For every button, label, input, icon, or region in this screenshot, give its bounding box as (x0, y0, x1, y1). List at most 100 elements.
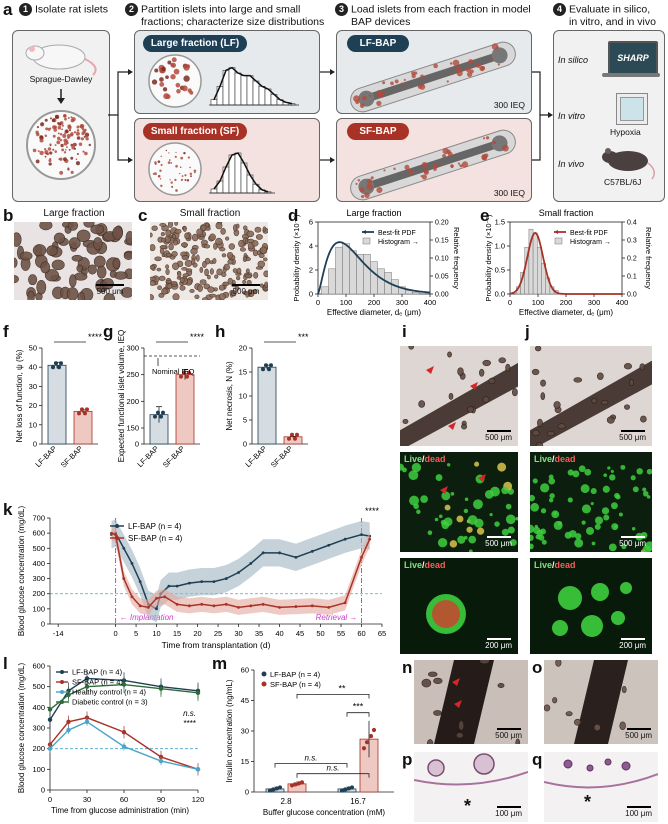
panel-q-histology: * 100 μm (544, 752, 658, 822)
hypoxia-label: Hypoxia (610, 127, 641, 137)
panel-i-live-dead-label: Live/dead (404, 454, 446, 464)
islet-blob (189, 289, 195, 293)
fluorescent-islet (456, 515, 464, 523)
series-point (224, 577, 228, 580)
islet-blob (14, 232, 22, 247)
red-arrowhead-icon (454, 700, 462, 708)
data-point (349, 785, 355, 790)
islet-blob (242, 290, 248, 296)
islet-blob (402, 418, 409, 425)
islet-blob (235, 275, 241, 281)
islet-blob (14, 257, 18, 268)
islet-blob (591, 398, 598, 404)
ytick-label: 20 (29, 401, 37, 410)
islet-dot (58, 122, 62, 126)
islet-dot (68, 148, 71, 151)
islet-blob (123, 251, 132, 260)
islet-blob (601, 399, 609, 406)
panel-i-scale3-label: 200 μm (485, 641, 512, 650)
legend-marker (60, 680, 64, 684)
lf-bap-box: LF-BAP 300 IEQ (336, 30, 532, 114)
panel-letter-g: g (103, 322, 114, 341)
data-point (261, 367, 265, 372)
device-fiber (434, 660, 494, 744)
data-point (185, 374, 189, 379)
panel-letter-d: d (288, 206, 299, 225)
islet-blob (44, 269, 59, 282)
sharp-label: SHARP (617, 53, 649, 63)
device-islet-dot (411, 73, 416, 79)
islet-dot (70, 118, 75, 123)
fluorescent-islet (473, 499, 483, 510)
islet-blob (158, 275, 166, 282)
panel-f-chart: 0 10 20 30 40 50 LF-BAP SF-BAP **** Net loss of f… (15, 332, 103, 470)
panel-q-scalebar: 100 μm (625, 806, 652, 818)
islet-dot (70, 132, 74, 136)
islet-dot (57, 136, 61, 141)
data-point (54, 361, 58, 366)
fluorescent-islet (463, 535, 468, 540)
series-point (249, 562, 253, 565)
islet-dot (39, 150, 44, 156)
data-point (264, 363, 268, 368)
islet-blob (174, 222, 179, 226)
fluorescent-islet (581, 520, 586, 525)
islet-blob (555, 660, 562, 667)
retrieval-label: Retrieval → (316, 613, 358, 622)
fluorescent-islet (636, 468, 643, 475)
islet-dot (76, 125, 80, 129)
device-fiber (574, 660, 628, 744)
fluorescent-islet (642, 490, 649, 497)
islet-blob (433, 710, 442, 716)
islet-dot (189, 166, 191, 169)
islet-dot (154, 161, 157, 164)
fluorescent-islet (501, 528, 509, 536)
histology-islet (604, 758, 612, 766)
x-axis-label: Time from glucose administration (min) (51, 806, 189, 815)
series-point (114, 533, 117, 537)
panel-letter-e: e (480, 206, 490, 225)
islet-dot (70, 116, 73, 119)
lf-histogram-icon (209, 66, 299, 106)
islet-dot (49, 151, 53, 155)
islet-blob (255, 234, 263, 240)
ytick-label: 0 (135, 440, 139, 449)
islet-blob (150, 294, 155, 300)
y-axis-label: Insulin concentration (ng/mL) (225, 679, 234, 783)
fluorescent-islet (408, 470, 419, 481)
islet-blob (180, 242, 189, 248)
series-point (195, 767, 201, 772)
ytick-label: 0.0 (495, 290, 505, 299)
legend-arrow-icon (362, 230, 366, 234)
ytick-label: 2 (309, 266, 313, 275)
series-point (163, 595, 167, 599)
tissue-border (414, 771, 528, 786)
islet-dot (79, 124, 84, 129)
device-islet-dot (465, 66, 471, 73)
panel-letter-c: c (138, 206, 148, 225)
fluorescent-islet (614, 492, 620, 499)
islet-dot (37, 150, 40, 153)
y-axis-label: Blood glucose concentration (mg/dL) (17, 663, 26, 794)
necrotic-core (432, 600, 460, 628)
series-line-0 (49, 677, 199, 721)
islet-dot (63, 151, 67, 154)
panel-j-live-dead-zoom: Live/dead 200 μm (530, 558, 652, 654)
device-islet-dot (442, 154, 447, 158)
histology-islet (473, 753, 495, 775)
series-point (200, 580, 204, 583)
islet-dot (35, 130, 39, 135)
step-number-1: 1 (19, 3, 32, 16)
small-islet (552, 620, 568, 636)
islet-dot (184, 178, 187, 182)
device-islet-dot (451, 72, 454, 75)
data-point (292, 782, 298, 787)
islet-blob (537, 418, 543, 428)
fluorescent-islet (434, 517, 439, 522)
fluorescent-islet (484, 490, 494, 499)
ytick-label: 400 (32, 559, 45, 568)
islet-dot (165, 149, 168, 152)
islet-dot (162, 87, 168, 92)
ytick-label: 500 (32, 544, 45, 553)
fluorescent-islet (507, 526, 515, 534)
